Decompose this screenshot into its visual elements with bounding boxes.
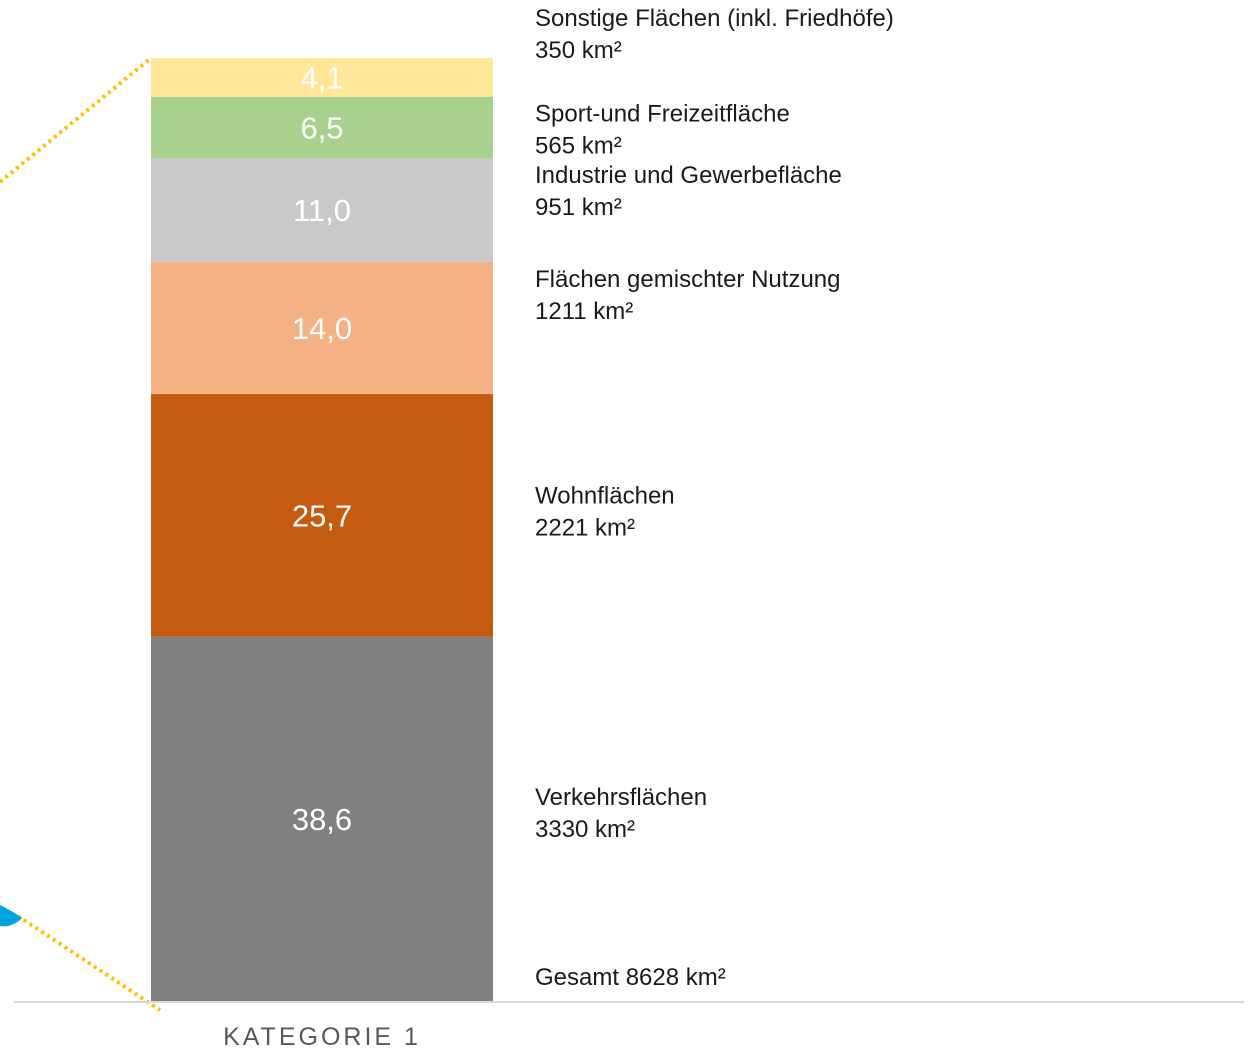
data-label-verkehrsflaechen: 38,6: [292, 802, 352, 837]
bar-segment-sonstige-flaechen-inkl-friedhoefe: [151, 58, 493, 97]
bar-segment-wohnflaechen: [151, 394, 493, 637]
legend-name-verkehrsflaechen: Verkehrsflächen: [535, 784, 707, 811]
data-label-sport-und-freizeitflaeche: 6,5: [300, 110, 343, 145]
bar-segment-industrie-und-gewerbeflaeche: [151, 158, 493, 262]
legend-labels: Verkehrsflächen 3330 km² Wohnflächen 2221 k…: [535, 5, 894, 843]
accent-arc: [0, 905, 22, 927]
segment-labels: 38,6 25,7 14,0 11,0 6,5 4,1: [292, 60, 352, 836]
data-label-wohnflaechen: 25,7: [292, 498, 352, 533]
total-label: Gesamt 8628 km²: [535, 964, 726, 991]
legend-area-sonstige-flaechen-inkl-friedhoefe: 350 km²: [535, 37, 622, 64]
data-label-sonstige-flaechen-inkl-friedhoefe: 4,1: [300, 60, 343, 95]
legend-area-sport-und-freizeitflaeche: 565 km²: [535, 133, 622, 160]
data-label-industrie-und-gewerbeflaeche: 11,0: [293, 193, 351, 228]
legend-area-verkehrsflaechen: 3330 km²: [535, 816, 635, 843]
legend-area-industrie-und-gewerbeflaeche: 951 km²: [535, 194, 622, 221]
connector-lines: [0, 56, 162, 1012]
legend-name-sonstige-flaechen-inkl-friedhoefe: Sonstige Flächen (inkl. Friedhöfe): [535, 5, 894, 32]
bar-segment-flaechen-gemischter-nutzung: [151, 261, 493, 395]
connector-line-top: [0, 56, 153, 184]
data-label-flaechen-gemischter-nutzung: 14,0: [292, 311, 352, 346]
category-axis-label: KATEGORIE 1: [223, 1023, 421, 1050]
legend-name-industrie-und-gewerbeflaeche: Industrie und Gewerbefläche: [535, 162, 842, 189]
bar-stack: [151, 58, 493, 1001]
legend-name-sport-und-freizeitflaeche: Sport-und Freizeitfläche: [535, 101, 790, 128]
legend-area-wohnflaechen: 2221 km²: [535, 514, 635, 541]
legend-name-flaechen-gemischter-nutzung: Flächen gemischter Nutzung: [535, 266, 840, 293]
connector-line-bottom: [16, 914, 162, 1012]
legend-area-flaechen-gemischter-nutzung: 1211 km²: [535, 298, 633, 325]
legend-name-wohnflaechen: Wohnflächen: [535, 482, 675, 509]
bar-segment-sport-und-freizeitflaeche: [151, 96, 493, 159]
bar-segment-verkehrsflaechen: [151, 636, 493, 1001]
